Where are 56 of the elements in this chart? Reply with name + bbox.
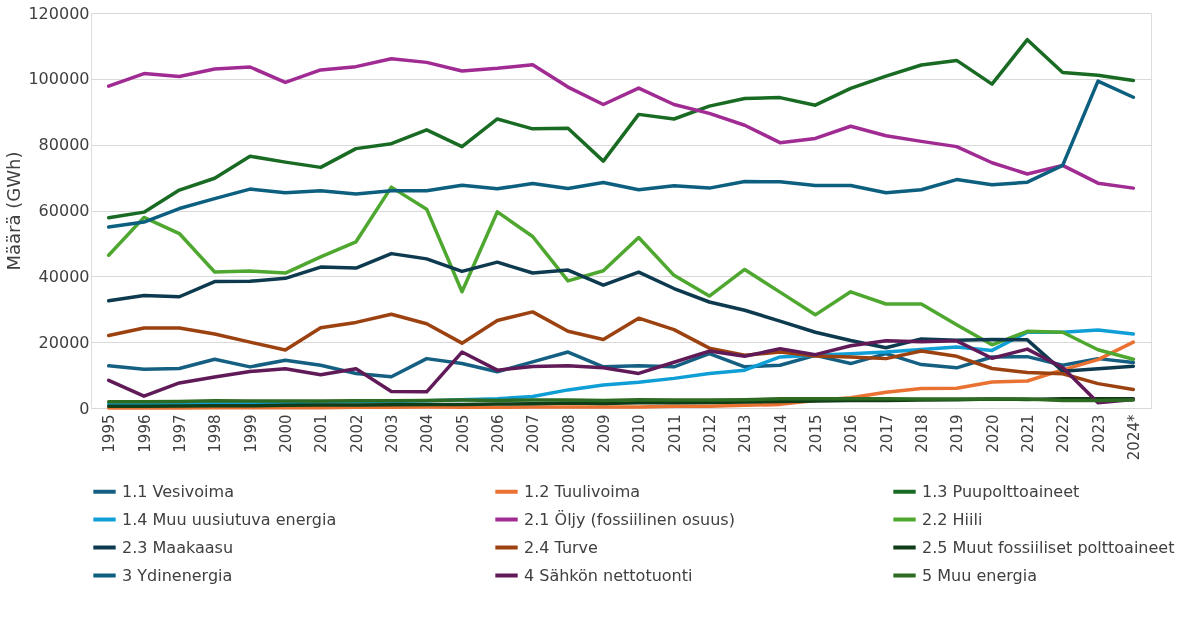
x-tick-label: 2020: [983, 414, 1002, 453]
x-tick-label: 2007: [524, 414, 543, 453]
x-tick-label: 2018: [912, 414, 931, 453]
legend-label: 1.4 Muu uusiutuva energia: [122, 509, 337, 529]
x-tick-label: 2002: [347, 414, 366, 453]
x-tick-label: 2008: [559, 414, 578, 453]
x-tick-label: 1996: [135, 414, 154, 453]
legend-label: 2.1 Öljy (fossiilinen osuus): [524, 509, 735, 529]
x-tick-label: 2017: [877, 414, 896, 453]
x-tick-label: 2003: [382, 414, 401, 453]
x-tick-label: 2023: [1089, 414, 1108, 453]
x-tick-label: 2022: [1054, 414, 1073, 453]
x-tick-label: 2004: [418, 414, 437, 453]
x-tick-label: 2000: [276, 414, 295, 453]
legend-label: 5 Muu energia: [922, 565, 1037, 585]
y-tick-label: 80000: [38, 135, 90, 155]
line-series: [106, 57, 1136, 190]
x-tick-label: 2010: [630, 414, 649, 453]
legend-label: 4 Sähkön nettotuonti: [524, 565, 693, 585]
x-tick-label: 2006: [488, 414, 507, 453]
legend-label: 1.2 Tuulivoima: [524, 481, 641, 501]
x-tick-label: 1995: [100, 414, 119, 453]
x-tick-label: 1998: [206, 414, 225, 453]
line-series: [106, 251, 1136, 373]
x-tick-label: 2019: [948, 414, 967, 453]
y-axis-title: Määrä (GWh): [3, 151, 25, 271]
line-series: [106, 79, 1136, 229]
x-tick-label: 2011: [665, 414, 684, 453]
legend-label: 1.3 Puupolttoaineet: [922, 481, 1080, 501]
y-tick-label: 40000: [38, 266, 90, 286]
line-series: [106, 310, 1136, 392]
line-series: [106, 37, 1136, 220]
y-tick-label: 60000: [38, 201, 90, 220]
legend-label: 2.2 Hiili: [922, 509, 983, 529]
x-tick-label: 2009: [594, 414, 613, 453]
x-tick-label: 2021: [1018, 414, 1037, 453]
y-tick-label: 20000: [38, 332, 90, 352]
y-tick-label: 0: [79, 398, 90, 418]
legend-label: 1.1 Vesivoima: [122, 481, 234, 501]
line-series: [106, 185, 1136, 362]
x-tick-label: 1997: [170, 414, 189, 453]
legend-label: 3 Ydinenergia: [122, 565, 233, 585]
x-tick-label: 2015: [806, 414, 825, 453]
x-tick-label: 2024*: [1124, 414, 1143, 461]
legend-label: 2.3 Maakaasu: [122, 537, 234, 557]
legend-label: 2.4 Turve: [524, 537, 598, 557]
y-tick-label: 100000: [28, 69, 90, 89]
x-tick-label: 2005: [453, 414, 472, 453]
x-tick-label: 2013: [736, 414, 755, 453]
x-tick-label: 2012: [700, 414, 719, 453]
x-tick-label: 1999: [241, 414, 260, 453]
legend-label: 2.5 Muut fossiiliset polttoaineet: [922, 537, 1175, 557]
x-tick-label: 2001: [312, 414, 331, 453]
y-tick-label: 120000: [28, 3, 90, 23]
x-tick-label: 2014: [771, 414, 790, 453]
x-tick-label: 2016: [842, 414, 861, 453]
